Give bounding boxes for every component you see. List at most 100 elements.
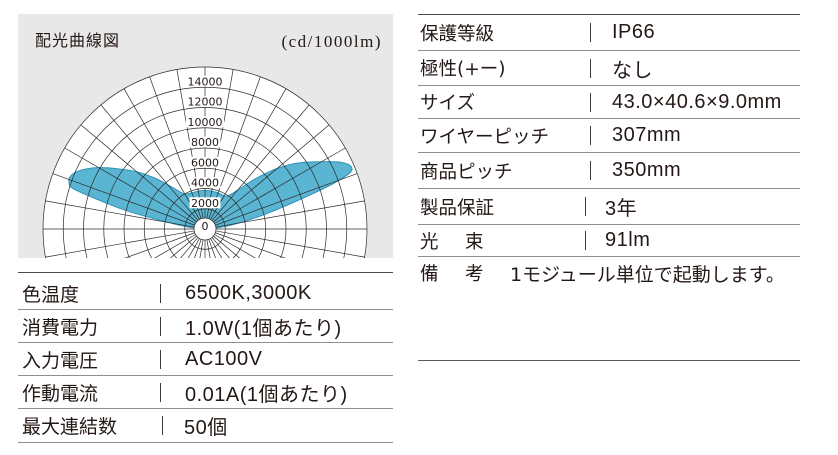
spec-row-protection-rating: 保護等級 IP66 [418,15,800,51]
polar-radial-line [64,147,196,224]
spec-value: 307mm [612,124,682,146]
spec-label: 色温度 [22,284,80,306]
spec-row-input-voltage: 入力電圧 AC100V [18,343,393,376]
column-separator [590,86,591,118]
column-separator [585,225,586,256]
spec-label: ワイヤーピッチ [420,126,549,148]
column-separator [590,15,591,50]
spec-label: 作動電流 [22,382,99,405]
polar-radial-line [80,124,197,223]
ring-label-group: 10000 [186,116,224,129]
spec-row-luminous-flux: 光 束 91lm [418,225,800,257]
column-separator [590,119,591,152]
ring-label: 0 [202,220,209,233]
spec-row-polarity: 極性(+ー) なし [418,51,800,86]
ring-label-group: 6000 [189,156,221,169]
spec-value: 43.0×40.6×9.0mm [612,90,782,113]
ring-label-background [189,197,221,209]
polar-radial-line [211,104,310,221]
column-separator [160,278,161,309]
ring-label-background [186,75,224,87]
column-separator [160,343,161,375]
bottom-rule [418,360,800,361]
ring-label: 6000 [191,156,219,169]
polar-radial-line [213,235,241,258]
light-distribution-diagram: 0 2000 4000 6000 8000 10000 12000 14000 [42,66,368,258]
polar-radial-line [154,234,196,258]
ring-label: 14000 [188,75,223,88]
polar-radial-line [211,237,230,258]
light-distribution-curve [68,161,353,230]
ring-label: 12000 [188,96,223,109]
spec-value: IP66 [612,21,656,43]
light-distribution-panel: 0 2000 4000 6000 8000 10000 12000 14000 配光曲線図 (… [18,14,393,258]
ring-label-background [186,116,224,128]
spec-value: 0.01A(1個あたり) [185,383,348,406]
spec-label: 製品保証 [420,197,495,219]
diagram-unit: (cd/1000lm) [281,32,382,51]
spec-value: 3年 [605,198,638,220]
spec-value: AC100V [185,347,263,370]
spec-row-color-temperature: 色温度 6500K,3000K [18,273,393,310]
remarks-label: 備 考 [420,264,488,285]
polar-radial-line [45,230,195,258]
spec-label: サイズ [420,93,475,114]
spec-value: 91lm [605,229,651,251]
spec-label: 光 束 [420,231,488,253]
spec-label: 入力電圧 [22,349,99,372]
ring-label-background [186,96,224,107]
polar-radial-line [215,200,365,228]
polar-radial-line [215,232,286,258]
column-separator [162,409,163,442]
ring-label-group: 8000 [189,136,221,149]
polar-radial-line [208,76,261,219]
spec-label: 保護等級 [420,23,495,45]
polar-radial-line [124,232,195,258]
spec-row-operating-current: 作動電流 0.01A(1個あたり) [18,376,393,409]
ring-label-background [189,177,221,188]
spec-row-warranty: 製品保証 3年 [418,189,800,225]
column-separator [590,153,591,188]
ring-label-group: 14000 [186,75,224,88]
spec-value: 50個 [184,417,228,439]
ring-label-group: 2000 [189,197,221,210]
remarks-value: 1モジュール単位で起動します。 [510,263,785,286]
polar-radial-line [215,230,365,258]
ring-label-group: 12000 [186,96,224,109]
ring-label: 8000 [191,136,219,149]
polar-radial-line [214,147,346,224]
spec-table-right: 保護等級 IP66 極性(+ー) なし サイズ 43.0×40.6×9.0mm … [418,14,800,289]
polar-radial-line [123,88,200,220]
spec-label: 消費電力 [22,316,99,339]
ring-label: 2000 [191,197,219,210]
column-separator [590,51,591,85]
ring-label: 4000 [191,177,219,190]
spec-label: 極性(+ー) [420,59,506,80]
ring-label: 10000 [188,116,223,129]
polar-radial-line [149,76,202,219]
polar-radial-line [214,234,256,258]
column-separator [160,376,161,408]
spec-row-power-consumption: 消費電力 1.0W(1個あたり) [18,310,393,343]
polar-center [193,217,217,241]
spec-label: 商品ピッチ [420,161,513,183]
spec-value: 1.0W(1個あたり) [185,317,342,340]
spec-row-size: サイズ 43.0×40.6×9.0mm [418,86,800,119]
spec-value: 6500K,3000K [185,282,312,304]
polar-radial-line [213,124,330,223]
ring-label-group: 4000 [189,177,221,190]
ring-label-background [189,136,221,148]
spec-value: 350mm [612,159,682,181]
spec-label: 最大連結数 [22,416,118,438]
spec-value: なし [612,59,653,82]
polar-radial-line [169,235,197,258]
polar-radial-line [210,88,287,220]
column-separator [160,310,161,342]
spec-row-max-connections: 最大連結数 50個 [18,409,393,443]
polar-radial-line [215,173,358,226]
spec-row-remarks: 備 考 1モジュール単位で起動します。 [418,257,800,289]
polar-radial-line [100,104,199,221]
spec-row-wire-pitch: ワイヤーピッチ 307mm [418,119,800,153]
ring-label-background [189,156,221,168]
spec-table-left: 色温度 6500K,3000K 消費電力 1.0W(1個あたり) 入力電圧 AC… [18,272,393,443]
